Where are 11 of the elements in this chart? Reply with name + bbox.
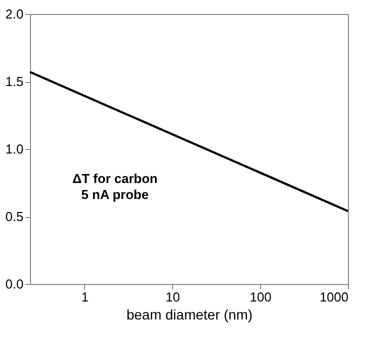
y-tick-label: 0.0 <box>5 276 24 292</box>
y-tick-label: 1.0 <box>5 142 24 156</box>
y-tick-label: 2.0 <box>5 6 24 22</box>
annotation: ΔT for carbon 5 nA probe <box>72 171 158 202</box>
x-tick-label: 1000 <box>320 290 348 304</box>
y-tick-label: 0.5 <box>5 209 24 224</box>
x-tick-label: 10 <box>166 290 180 304</box>
x-axis-title: beam diameter (nm) <box>126 306 253 322</box>
y-tick-label: 1.5 <box>5 74 24 89</box>
x-tick-label: 100 <box>250 290 272 304</box>
x-tick-label: 1 <box>81 290 89 304</box>
